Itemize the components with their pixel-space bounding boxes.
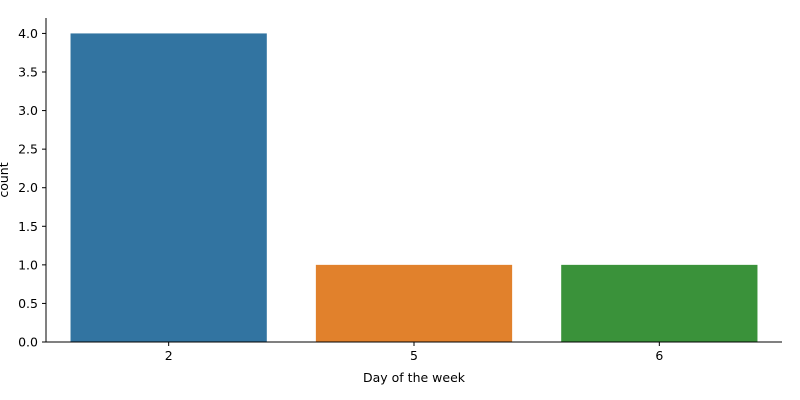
y-tick-label-2.5: 2.5 xyxy=(18,142,38,157)
y-tick-label-0.5: 0.5 xyxy=(18,296,38,311)
bar-2 xyxy=(70,33,267,343)
x-axis-label: Day of the week xyxy=(363,370,466,385)
y-tick-label-1.5: 1.5 xyxy=(18,219,38,234)
y-tick-label-2.0: 2.0 xyxy=(18,180,38,195)
y-tick-label-4.0: 4.0 xyxy=(18,26,38,41)
bars-group xyxy=(70,33,758,343)
y-axis-ticks: 0.0 0.5 1.0 1.5 2.0 2.5 3.0 3.5 4.0 xyxy=(18,26,46,350)
y-tick-label-3.0: 3.0 xyxy=(18,103,38,118)
y-tick-label-3.5: 3.5 xyxy=(18,65,38,80)
y-tick-label-0.0: 0.0 xyxy=(18,335,38,350)
x-axis-ticks: 2 5 6 xyxy=(165,342,663,363)
bar-5 xyxy=(315,264,513,342)
bar-6 xyxy=(561,264,758,342)
x-tick-label-6: 6 xyxy=(655,348,663,363)
y-tick-label-1.0: 1.0 xyxy=(18,257,38,272)
x-tick-label-5: 5 xyxy=(410,348,418,363)
x-tick-label-2: 2 xyxy=(165,348,173,363)
y-axis-label: count xyxy=(0,162,11,197)
